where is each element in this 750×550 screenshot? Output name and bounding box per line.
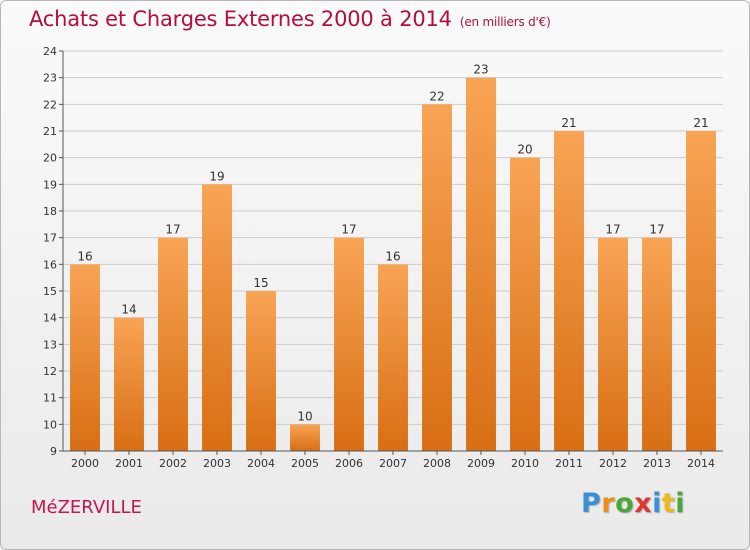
y-tick-label: 23 [43,72,57,85]
y-tick-label: 19 [43,178,57,191]
y-tick-label: 15 [43,285,57,298]
axes: 9 10 11 12 13 14 15 16 17 18 19 20 21 22 23 24 2000 2001 2… [43,45,723,470]
y-tick-label: 11 [43,392,57,405]
data-label: 17 [605,223,620,237]
data-label: 21 [561,116,576,130]
chart-subtitle: (en milliers d'€) [459,15,551,29]
bars: 16 14 17 19 15 10 17 16 22 23 20 21 17 17 21 [70,63,716,452]
x-tick-label: 2000 [71,457,99,470]
data-label: 15 [253,276,268,290]
bar [598,237,628,451]
x-tick-label: 2007 [379,457,407,470]
data-label: 16 [385,249,400,263]
x-tick-label: 2011 [555,457,583,470]
y-tick-label: 10 [43,418,57,431]
y-tick-label: 16 [43,258,57,271]
data-label: 14 [121,303,136,317]
data-label: 20 [517,143,532,157]
x-tick-label: 2001 [115,457,143,470]
y-tick-label: 14 [43,312,57,325]
x-tick-label: 2013 [643,457,671,470]
data-label: 21 [693,116,708,130]
x-tick-label: 2012 [599,457,627,470]
logo-letter: P [581,488,602,519]
y-tick-label: 9 [50,445,57,458]
data-label: 17 [165,223,180,237]
proxiti-logo: Proxiti [581,488,685,519]
x-tick-label: 2003 [203,457,231,470]
bar [114,317,144,451]
data-label: 22 [429,89,444,103]
bar [422,104,452,451]
y-tick-label: 18 [43,205,57,218]
logo-letter: o [615,488,635,519]
logo-letter: i [675,488,686,519]
bar [686,131,716,451]
bar [378,264,408,451]
data-label: 19 [209,169,224,183]
y-tick-label: 24 [43,45,57,58]
logo-letter: t [661,488,676,519]
x-tick-label: 2008 [423,457,451,470]
data-label: 17 [341,223,356,237]
x-tick-label: 2014 [687,457,715,470]
y-tick-label: 13 [43,338,57,351]
y-tick-label: 21 [43,125,57,138]
logo-letter: r [601,488,616,519]
bar [466,77,496,452]
bar [202,184,232,452]
x-tick-label: 2004 [247,457,275,470]
bar [334,237,364,451]
bar [246,291,276,451]
bar [158,237,188,451]
logo-letter: i [652,488,662,519]
bar [70,264,100,451]
data-label: 17 [649,223,664,237]
x-tick-label: 2010 [511,457,539,470]
x-tick-label: 2005 [291,457,319,470]
x-tick-label: 2009 [467,457,495,470]
data-label: 16 [77,249,92,263]
bar [510,157,540,451]
data-label: 10 [297,409,312,423]
y-tick-label: 17 [43,232,57,245]
bar [642,237,672,451]
x-tick-label: 2006 [335,457,363,470]
bar [290,424,320,451]
chart-title: Achats et Charges Externes 2000 à 2014 (e… [29,7,551,31]
town-name: MéZERVILLE [31,497,142,518]
logo-letter: x [634,488,653,519]
title-text: Achats et Charges Externes 2000 à 2014 [29,7,452,31]
y-tick-label: 22 [43,98,57,111]
bar-chart: 16 14 17 19 15 10 17 16 22 23 20 21 17 17 21 9 10 11 12 13… [43,45,723,470]
y-tick-label: 20 [43,152,57,165]
y-tick-label: 12 [43,365,57,378]
x-tick-label: 2002 [159,457,187,470]
data-label: 23 [473,63,488,77]
bar [554,131,584,451]
